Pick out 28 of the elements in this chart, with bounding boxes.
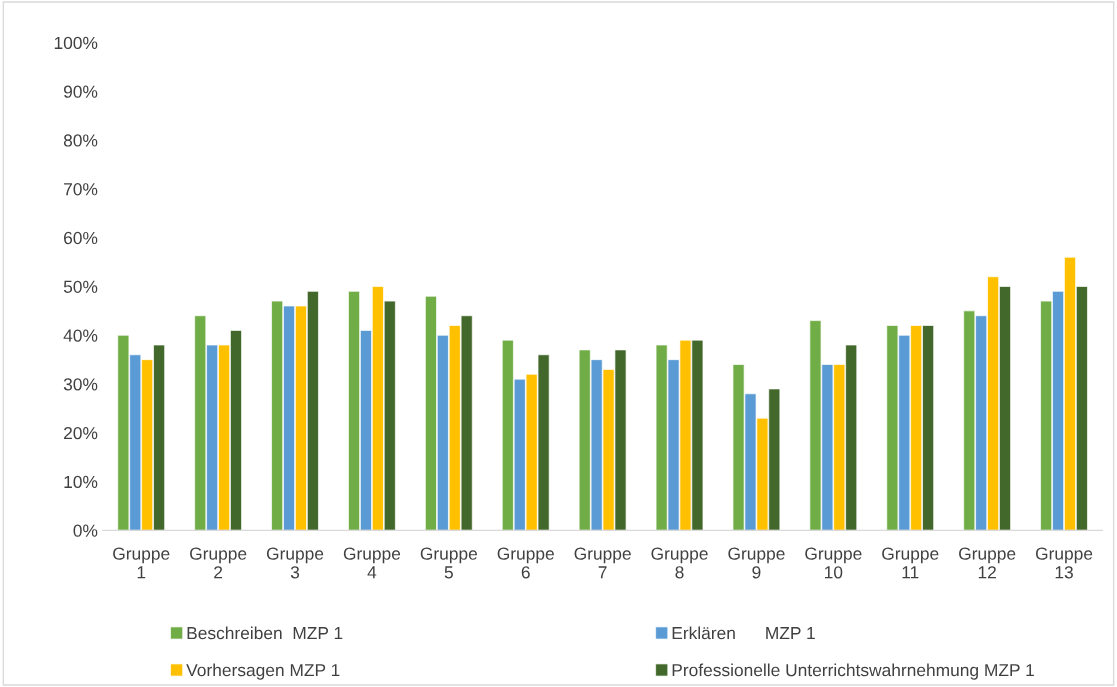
x-tick-label: Gruppe 11 bbox=[882, 547, 939, 579]
x-tick-label: Gruppe 2 bbox=[190, 547, 247, 579]
y-tick-label: 10% bbox=[64, 475, 98, 489]
y-tick-label: 80% bbox=[63, 134, 98, 147]
y-tick-label: 60% bbox=[64, 231, 98, 245]
legend-label: Vorhersagen MZP 1 bbox=[186, 663, 340, 680]
x-tick-label: Gruppe 1 bbox=[113, 547, 170, 579]
x-tick-label: Gruppe 7 bbox=[574, 547, 631, 579]
y-tick-label: 0% bbox=[73, 524, 98, 537]
y-tick-label: 90% bbox=[63, 85, 98, 98]
legend-label: Beschreiben MZP 1 bbox=[187, 626, 343, 640]
y-tick-label: 30% bbox=[63, 378, 98, 391]
x-tick-label: Gruppe 6 bbox=[497, 547, 554, 579]
legend-label: Erklären MZP 1 bbox=[672, 626, 815, 640]
x-tick-label: Gruppe 5 bbox=[420, 547, 477, 579]
x-tick-label: Gruppe 8 bbox=[651, 547, 708, 579]
x-tick-label: Gruppe 13 bbox=[1035, 547, 1093, 579]
y-tick-label: 40% bbox=[63, 329, 98, 342]
legend-label: Professionelle Unterrichtswahrnehmung MZP 1 bbox=[672, 663, 1034, 680]
x-tick-label: Gruppe 12 bbox=[959, 547, 1016, 579]
x-tick-label: Gruppe 9 bbox=[728, 547, 785, 579]
y-tick-label: 20% bbox=[64, 426, 98, 440]
y-tick-label: 70% bbox=[64, 183, 98, 196]
y-tick-label: 100% bbox=[54, 36, 98, 50]
x-tick-label: Gruppe 3 bbox=[266, 547, 324, 579]
x-tick-label: Gruppe 4 bbox=[343, 547, 401, 579]
y-tick-label: 50% bbox=[63, 280, 98, 293]
x-tick-label: Gruppe 10 bbox=[805, 547, 862, 579]
